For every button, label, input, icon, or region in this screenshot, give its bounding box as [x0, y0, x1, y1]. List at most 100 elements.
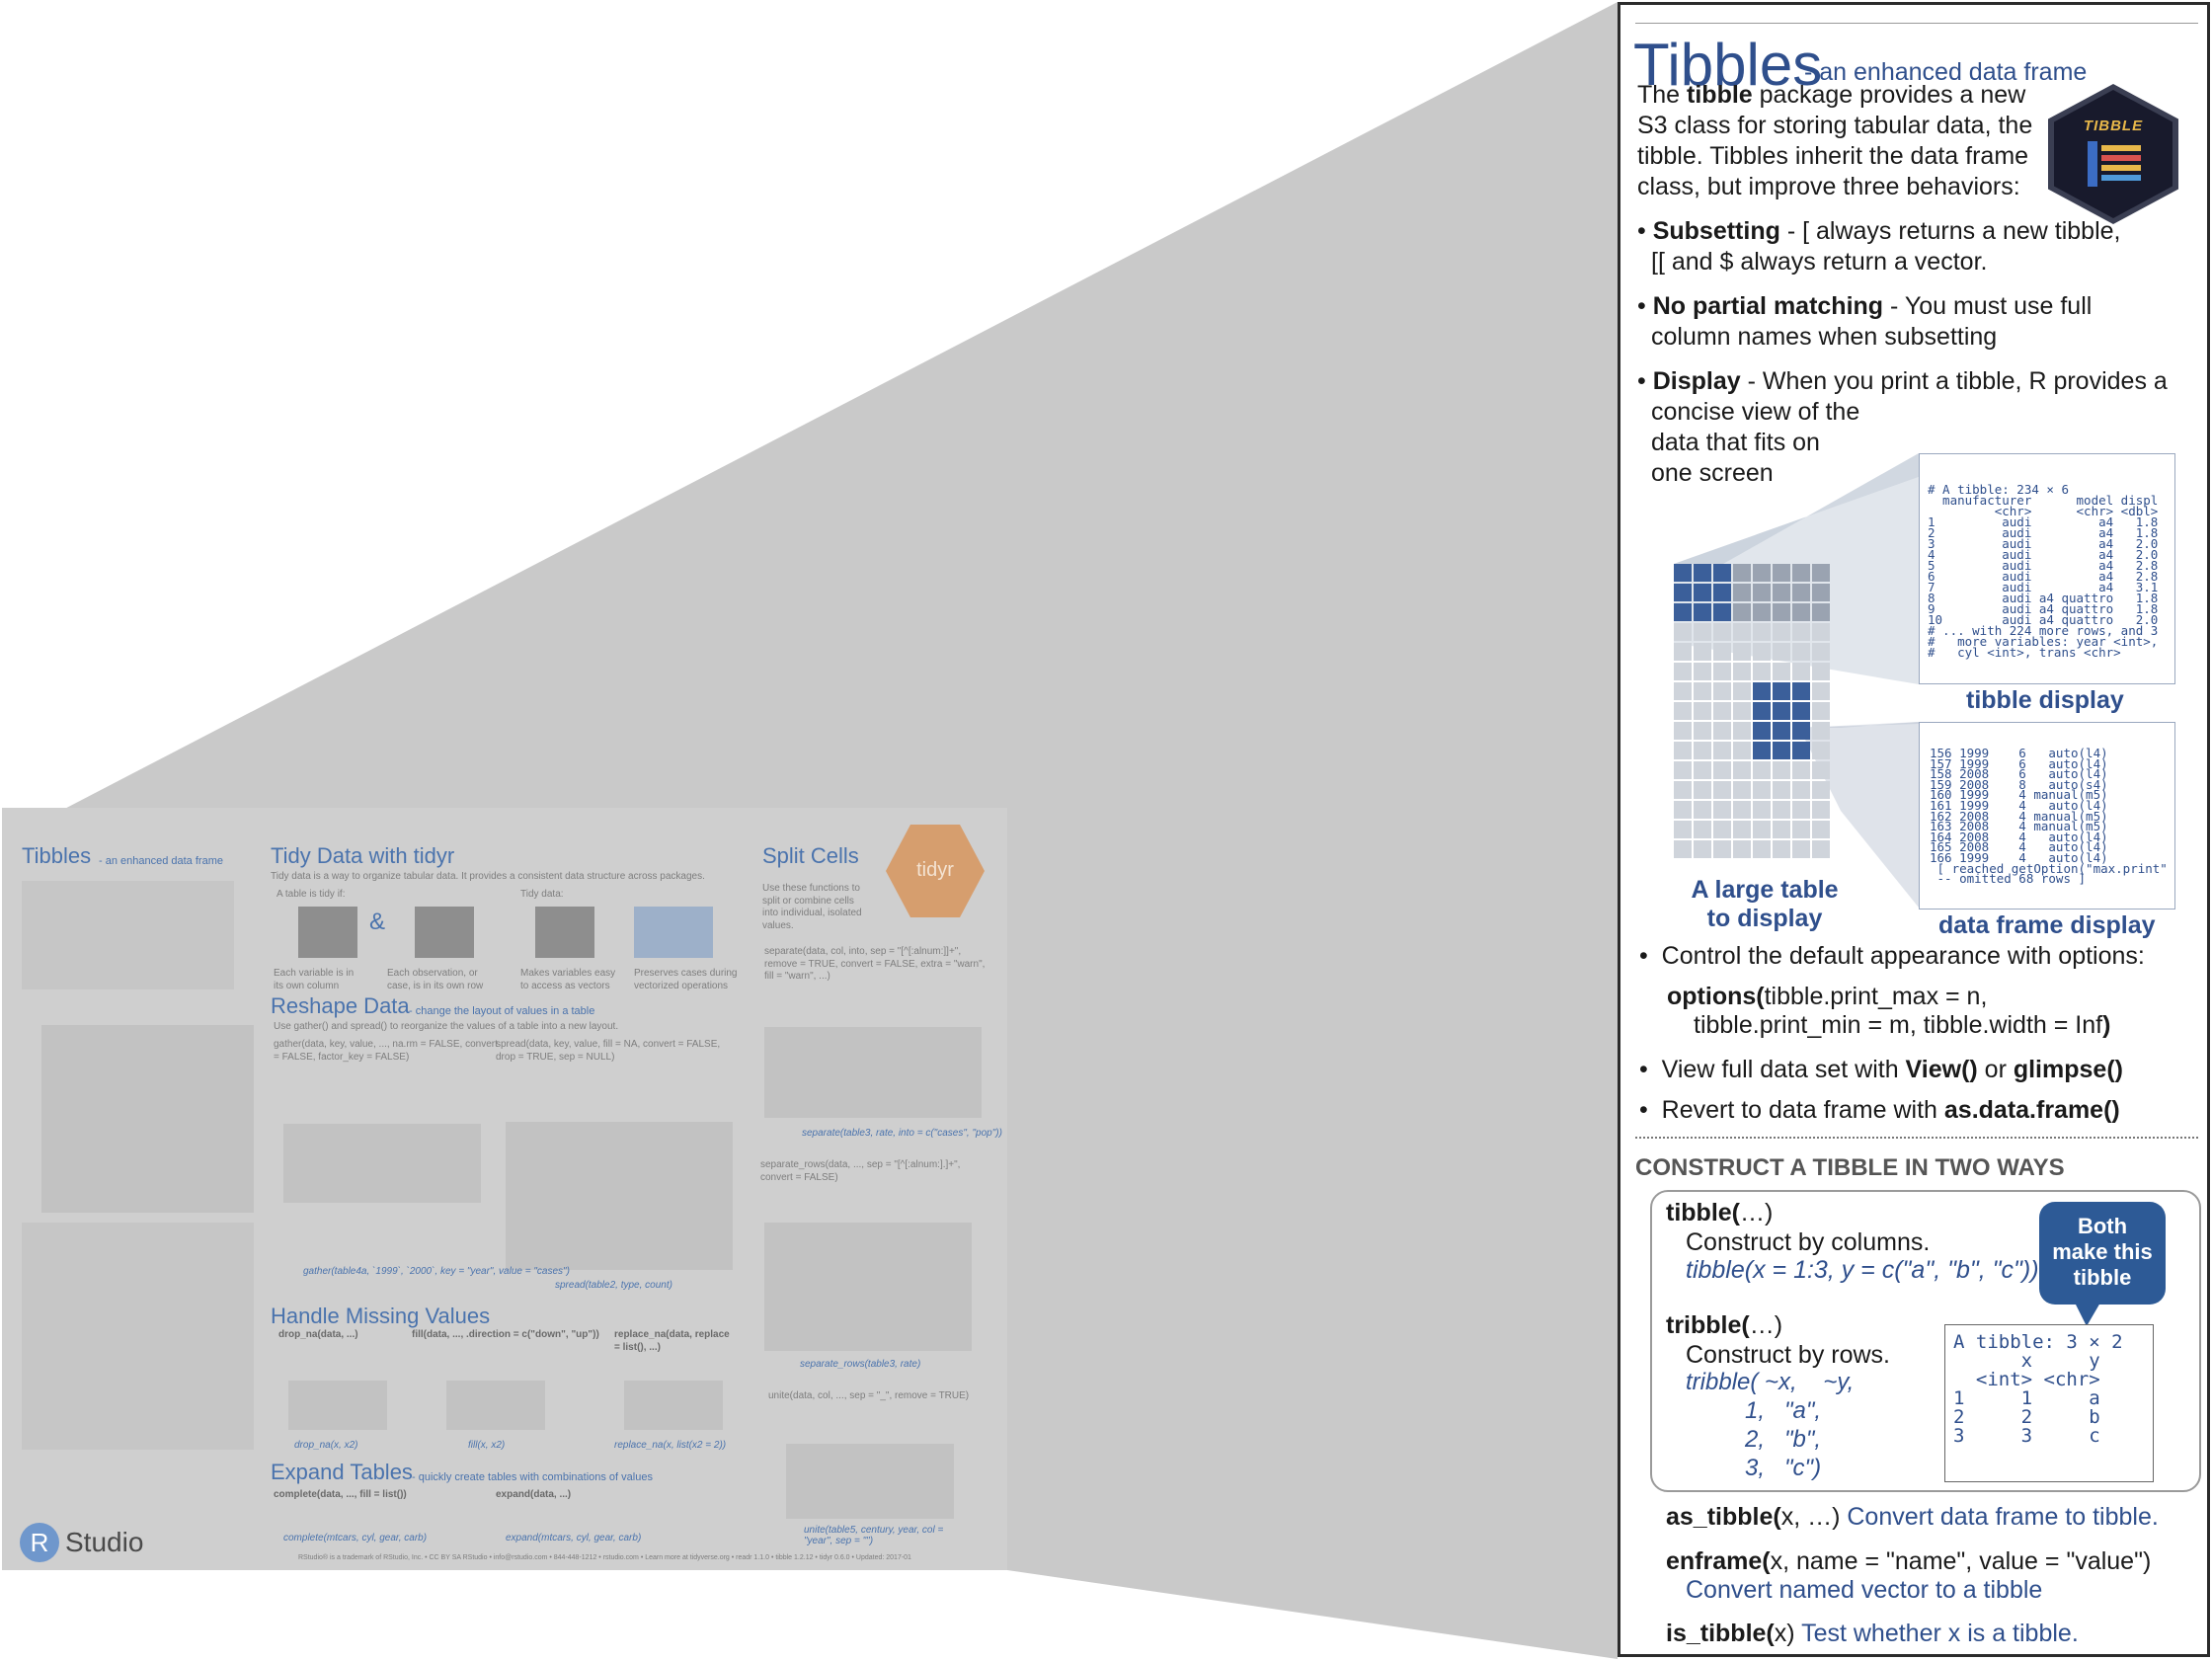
grid-cell	[1674, 603, 1692, 621]
result-tibble-code: A tibble: 3 × 2 x y <int> <chr> 1 1 a 2 …	[1953, 1331, 2123, 1447]
both-make-bubble: Both make this tibble	[2039, 1202, 2166, 1305]
grid-cell	[1773, 623, 1790, 641]
grid-cell	[1674, 840, 1692, 858]
grid-cell	[1812, 643, 1830, 661]
grid-cell	[1773, 781, 1790, 799]
grid-cell	[1792, 603, 1810, 621]
grid-cell	[1733, 722, 1751, 740]
grid-cell	[1713, 564, 1731, 582]
grid-cell	[1694, 682, 1711, 700]
grid-cell	[1713, 584, 1731, 601]
grid-cell	[1694, 722, 1711, 740]
thumb-tibbles-title: Tibbles	[22, 843, 92, 868]
thumb-unite-cap: unite(table5, century, year, col = "year…	[804, 1525, 944, 1546]
page-subtitle: - an enhanced data frame	[1804, 58, 2088, 86]
grid-cell	[1792, 781, 1810, 799]
grid-cell	[1773, 742, 1790, 759]
grid-cell	[1713, 801, 1731, 819]
intro-line-1: The tibble package provides a new	[1637, 81, 2026, 109]
as-tibble-line: as_tibble(x, …) Convert data frame to ti…	[1666, 1503, 2159, 1531]
thumb-tidy-ops	[634, 907, 713, 958]
bullet-display: • Display - When you print a tibble, R p…	[1637, 367, 2168, 395]
thumb-expand: expand(data, ...)	[496, 1489, 572, 1500]
grid-cell	[1733, 761, 1751, 779]
thumb-drop-na-figure	[288, 1381, 387, 1430]
grid-cell	[1674, 564, 1692, 582]
grid-cell	[1674, 761, 1692, 779]
grid-cell	[1753, 584, 1771, 601]
grid-cell	[1773, 603, 1790, 621]
thumb-fill-cap: fill(x, x2)	[468, 1440, 506, 1451]
grid-cell	[1812, 682, 1830, 700]
thumb-each-observation: Each observation, or case, is in its own…	[387, 968, 484, 991]
bubble-tail	[2075, 1303, 2100, 1326]
thumb-spread-figure	[506, 1122, 733, 1270]
grid-cell	[1773, 584, 1790, 601]
thumb-footer: RStudio® is a trademark of RStudio, Inc.…	[298, 1554, 911, 1561]
grid-cell	[1694, 781, 1711, 799]
cheatsheet-thumbnail: Tibbles - an enhanced data frame Tidy Da…	[2, 808, 1007, 1570]
grid-cell	[1753, 603, 1771, 621]
intro-line-3: tibble. Tibbles inherit the data frame	[1637, 142, 2029, 170]
grid-cell	[1753, 742, 1771, 759]
thumb-tidy-intro: Tidy data is a way to organize tabular d…	[271, 871, 705, 882]
grid-cell	[1674, 722, 1692, 740]
grid-cell	[1773, 801, 1790, 819]
grid-cell	[1674, 821, 1692, 838]
is-tibble-line: is_tibble(x) Test whether x is a tibble.	[1666, 1620, 2079, 1647]
grid-cell	[1773, 761, 1790, 779]
thumb-separate-sig: separate(data, col, into, sep = "[^[:aln…	[764, 946, 986, 982]
large-table-grid	[1674, 564, 1834, 866]
df-display-label: data frame display	[1938, 911, 2156, 939]
thumb-tidy-title: Tidy Data with tidyr	[271, 843, 455, 868]
grid-cell	[1812, 761, 1830, 779]
tribble-fn: tribble(…)	[1666, 1311, 1783, 1339]
grid-cell	[1733, 801, 1751, 819]
grid-cell	[1694, 702, 1711, 720]
tibble-desc: Construct by columns.	[1686, 1228, 1931, 1256]
tibble-example: tibble(x = 1:3, y = c("a", "b", "c"))	[1686, 1256, 2039, 1284]
thumb-gather-sig: gather(data, key, value, ..., na.rm = FA…	[274, 1039, 498, 1063]
grid-cell	[1792, 801, 1810, 819]
grid-cell	[1733, 663, 1751, 680]
thumb-unite-figure	[786, 1444, 954, 1519]
grid-cell	[1674, 781, 1692, 799]
thumb-expand-sub: - quickly create tables with combination…	[412, 1471, 653, 1483]
display-line-2: data that fits on	[1651, 429, 1820, 456]
grid-cell	[1792, 761, 1810, 779]
thumb-tidy-cols	[298, 907, 357, 958]
grid-cell	[1694, 742, 1711, 759]
grid-cell	[1773, 702, 1790, 720]
thumb-ampersand: &	[369, 909, 386, 935]
grid-cell	[1773, 840, 1790, 858]
grid-cell	[1674, 801, 1692, 819]
thumb-tibbles-text	[22, 881, 234, 989]
thumb-reshape-title: Reshape Data	[271, 993, 410, 1018]
thumb-spread-sig: spread(data, key, value, fill = NA, conv…	[496, 1039, 721, 1063]
thumb-complete-cap: complete(mtcars, cyl, gear, carb)	[283, 1533, 428, 1543]
thumb-fill: fill(data, ..., .direction = c("down", "…	[412, 1329, 599, 1340]
thumb-tidy-if: A table is tidy if:	[276, 889, 346, 900]
thumb-tidy-rows	[415, 907, 474, 958]
grid-cell	[1812, 742, 1830, 759]
grid-cell	[1674, 663, 1692, 680]
thumb-expand-title: Expand Tables	[271, 1460, 413, 1484]
grid-cell	[1713, 761, 1731, 779]
grid-cell	[1792, 722, 1810, 740]
grid-cell	[1753, 702, 1771, 720]
grid-cell	[1674, 702, 1692, 720]
grid-cell	[1694, 840, 1711, 858]
grid-cell	[1792, 821, 1810, 838]
options-line-1: options(tibble.print_max = n,	[1667, 983, 1988, 1010]
grid-cell	[1733, 821, 1751, 838]
grid-cell	[1812, 722, 1830, 740]
grid-cell	[1753, 682, 1771, 700]
grid-cell	[1674, 584, 1692, 601]
grid-cell	[1694, 603, 1711, 621]
thumb-separate-cap: separate(table3, rate, into = c("cases",…	[802, 1128, 1002, 1139]
tibbles-panel: Tibbles - an enhanced data frame TIBBLE …	[1618, 2, 2210, 1657]
bullet-control: • Control the default appearance with op…	[1639, 942, 2145, 970]
rstudio-logo-icon: R	[20, 1523, 59, 1562]
grid-cell	[1713, 702, 1731, 720]
thumb-separate-figure	[764, 1027, 982, 1118]
